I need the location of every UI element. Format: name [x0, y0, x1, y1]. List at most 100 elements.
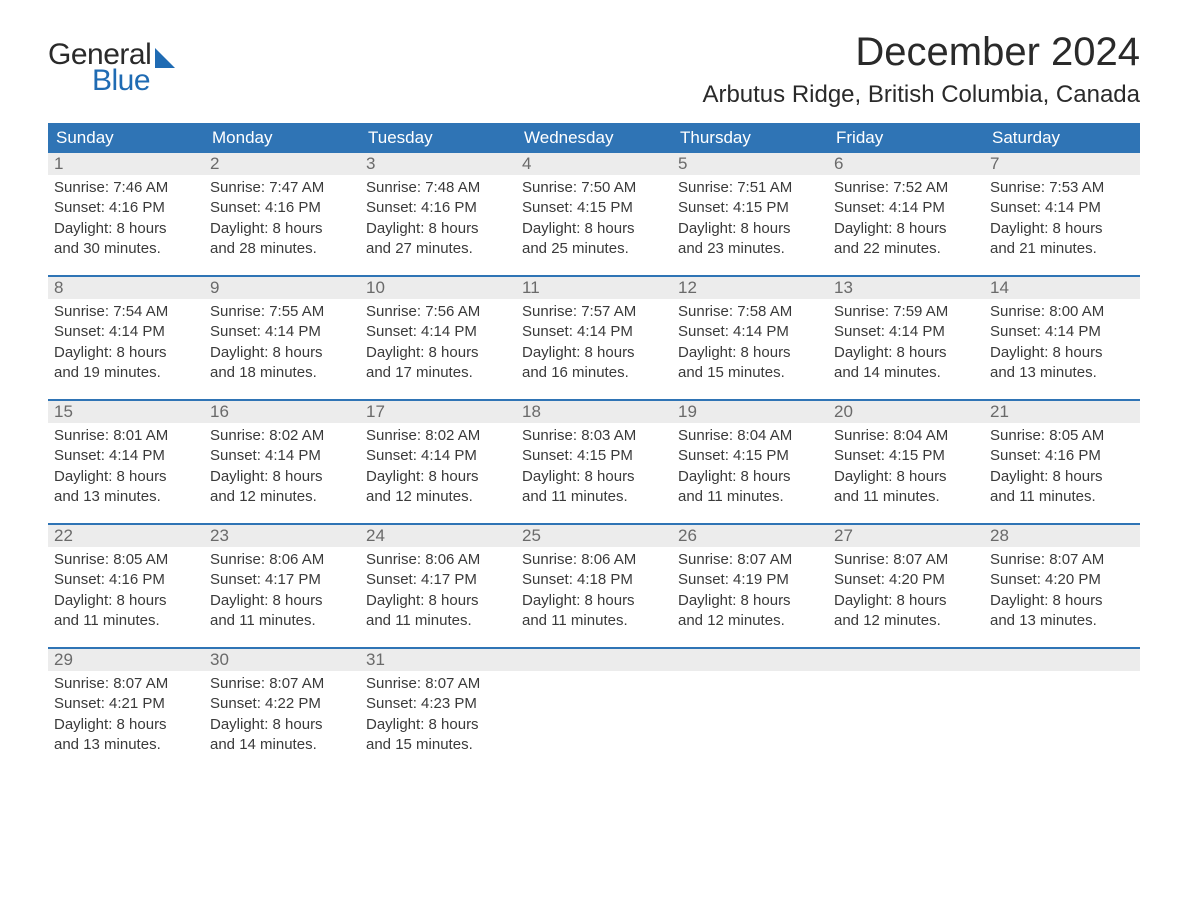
day-number: . [516, 649, 672, 671]
day-detail-line: Sunrise: 8:07 AM [990, 550, 1134, 570]
day-detail-line: Sunset: 4:14 PM [366, 446, 510, 466]
day-detail-line: Sunset: 4:15 PM [522, 198, 666, 218]
day-detail-line: Daylight: 8 hours [678, 591, 822, 611]
day-detail-line: Daylight: 8 hours [522, 591, 666, 611]
logo: General Blue [48, 38, 175, 98]
day-number: 5 [672, 153, 828, 175]
day-detail-line: Sunset: 4:14 PM [678, 322, 822, 342]
day-detail-line: Sunset: 4:14 PM [366, 322, 510, 342]
day-details: Sunrise: 8:06 AMSunset: 4:17 PMDaylight:… [204, 547, 360, 639]
day-number: 18 [516, 401, 672, 423]
day-details [672, 671, 828, 682]
day-detail-line: Daylight: 8 hours [210, 467, 354, 487]
day-detail-line: Daylight: 8 hours [366, 343, 510, 363]
day-details: Sunrise: 7:52 AMSunset: 4:14 PMDaylight:… [828, 175, 984, 267]
calendar-day: 31Sunrise: 8:07 AMSunset: 4:23 PMDayligh… [360, 649, 516, 771]
day-detail-line: and 28 minutes. [210, 239, 354, 259]
day-details: Sunrise: 7:56 AMSunset: 4:14 PMDaylight:… [360, 299, 516, 391]
day-detail-line: Sunrise: 8:07 AM [834, 550, 978, 570]
calendar: Sunday Monday Tuesday Wednesday Thursday… [48, 123, 1140, 771]
day-detail-line: and 15 minutes. [366, 735, 510, 755]
day-number: 22 [48, 525, 204, 547]
title-block: December 2024 Arbutus Ridge, British Col… [702, 30, 1140, 109]
day-detail-line: Daylight: 8 hours [366, 219, 510, 239]
calendar-day: 22Sunrise: 8:05 AMSunset: 4:16 PMDayligh… [48, 525, 204, 647]
weekday-header: Friday [828, 123, 984, 153]
day-detail-line: Sunset: 4:16 PM [54, 198, 198, 218]
day-number: 25 [516, 525, 672, 547]
day-detail-line: Daylight: 8 hours [834, 467, 978, 487]
day-detail-line: Sunset: 4:14 PM [990, 198, 1134, 218]
weeks-container: 1Sunrise: 7:46 AMSunset: 4:16 PMDaylight… [48, 153, 1140, 771]
day-detail-line: Daylight: 8 hours [366, 591, 510, 611]
day-detail-line: Sunset: 4:20 PM [834, 570, 978, 590]
calendar-day: 1Sunrise: 7:46 AMSunset: 4:16 PMDaylight… [48, 153, 204, 275]
day-detail-line: Daylight: 8 hours [990, 591, 1134, 611]
day-number: 7 [984, 153, 1140, 175]
day-detail-line: Sunset: 4:22 PM [210, 694, 354, 714]
day-detail-line: Daylight: 8 hours [366, 715, 510, 735]
day-detail-line: and 12 minutes. [834, 611, 978, 631]
day-detail-line: and 13 minutes. [54, 487, 198, 507]
day-detail-line: Daylight: 8 hours [834, 343, 978, 363]
day-number: 8 [48, 277, 204, 299]
day-detail-line: and 11 minutes. [210, 611, 354, 631]
day-detail-line: and 25 minutes. [522, 239, 666, 259]
day-number: 4 [516, 153, 672, 175]
day-detail-line: Sunset: 4:15 PM [834, 446, 978, 466]
calendar-day: 12Sunrise: 7:58 AMSunset: 4:14 PMDayligh… [672, 277, 828, 399]
day-detail-line: Sunrise: 8:02 AM [210, 426, 354, 446]
day-details: Sunrise: 8:06 AMSunset: 4:18 PMDaylight:… [516, 547, 672, 639]
calendar-week: 15Sunrise: 8:01 AMSunset: 4:14 PMDayligh… [48, 399, 1140, 523]
day-detail-line: Sunrise: 7:58 AM [678, 302, 822, 322]
day-number: 19 [672, 401, 828, 423]
calendar-day: 23Sunrise: 8:06 AMSunset: 4:17 PMDayligh… [204, 525, 360, 647]
day-number: . [984, 649, 1140, 671]
day-details: Sunrise: 8:05 AMSunset: 4:16 PMDaylight:… [48, 547, 204, 639]
calendar-day: 15Sunrise: 8:01 AMSunset: 4:14 PMDayligh… [48, 401, 204, 523]
day-detail-line: Sunset: 4:15 PM [678, 198, 822, 218]
day-number: 21 [984, 401, 1140, 423]
day-detail-line: Sunrise: 8:07 AM [54, 674, 198, 694]
day-detail-line: Sunrise: 8:03 AM [522, 426, 666, 446]
day-detail-line: and 11 minutes. [522, 611, 666, 631]
weekday-header: Tuesday [360, 123, 516, 153]
day-detail-line: and 13 minutes. [990, 611, 1134, 631]
day-detail-line: and 12 minutes. [678, 611, 822, 631]
day-detail-line: Sunrise: 7:56 AM [366, 302, 510, 322]
calendar-week: 1Sunrise: 7:46 AMSunset: 4:16 PMDaylight… [48, 153, 1140, 275]
day-detail-line: Daylight: 8 hours [54, 467, 198, 487]
day-detail-line: and 11 minutes. [678, 487, 822, 507]
day-number: 3 [360, 153, 516, 175]
day-number: 28 [984, 525, 1140, 547]
day-detail-line: Sunrise: 8:05 AM [990, 426, 1134, 446]
day-detail-line: Daylight: 8 hours [210, 715, 354, 735]
weekday-header-row: Sunday Monday Tuesday Wednesday Thursday… [48, 123, 1140, 153]
day-detail-line: Sunset: 4:17 PM [210, 570, 354, 590]
day-detail-line: and 16 minutes. [522, 363, 666, 383]
page-header: General Blue December 2024 Arbutus Ridge… [48, 30, 1140, 109]
calendar-day: 20Sunrise: 8:04 AMSunset: 4:15 PMDayligh… [828, 401, 984, 523]
day-detail-line: Sunrise: 8:01 AM [54, 426, 198, 446]
calendar-day: . [672, 649, 828, 771]
day-details: Sunrise: 8:07 AMSunset: 4:22 PMDaylight:… [204, 671, 360, 763]
day-detail-line: and 11 minutes. [366, 611, 510, 631]
day-detail-line: Sunset: 4:16 PM [210, 198, 354, 218]
calendar-day: 3Sunrise: 7:48 AMSunset: 4:16 PMDaylight… [360, 153, 516, 275]
day-detail-line: Daylight: 8 hours [522, 219, 666, 239]
day-details: Sunrise: 8:00 AMSunset: 4:14 PMDaylight:… [984, 299, 1140, 391]
day-detail-line: Sunrise: 7:53 AM [990, 178, 1134, 198]
day-detail-line: Sunset: 4:17 PM [366, 570, 510, 590]
day-details: Sunrise: 8:03 AMSunset: 4:15 PMDaylight:… [516, 423, 672, 515]
day-details: Sunrise: 7:58 AMSunset: 4:14 PMDaylight:… [672, 299, 828, 391]
day-details: Sunrise: 8:04 AMSunset: 4:15 PMDaylight:… [828, 423, 984, 515]
day-detail-line: Daylight: 8 hours [834, 591, 978, 611]
day-number: 24 [360, 525, 516, 547]
day-detail-line: Daylight: 8 hours [522, 343, 666, 363]
calendar-day: 28Sunrise: 8:07 AMSunset: 4:20 PMDayligh… [984, 525, 1140, 647]
day-details: Sunrise: 8:07 AMSunset: 4:21 PMDaylight:… [48, 671, 204, 763]
calendar-day: 18Sunrise: 8:03 AMSunset: 4:15 PMDayligh… [516, 401, 672, 523]
day-detail-line: Sunset: 4:21 PM [54, 694, 198, 714]
day-detail-line: and 12 minutes. [366, 487, 510, 507]
day-details: Sunrise: 7:48 AMSunset: 4:16 PMDaylight:… [360, 175, 516, 267]
